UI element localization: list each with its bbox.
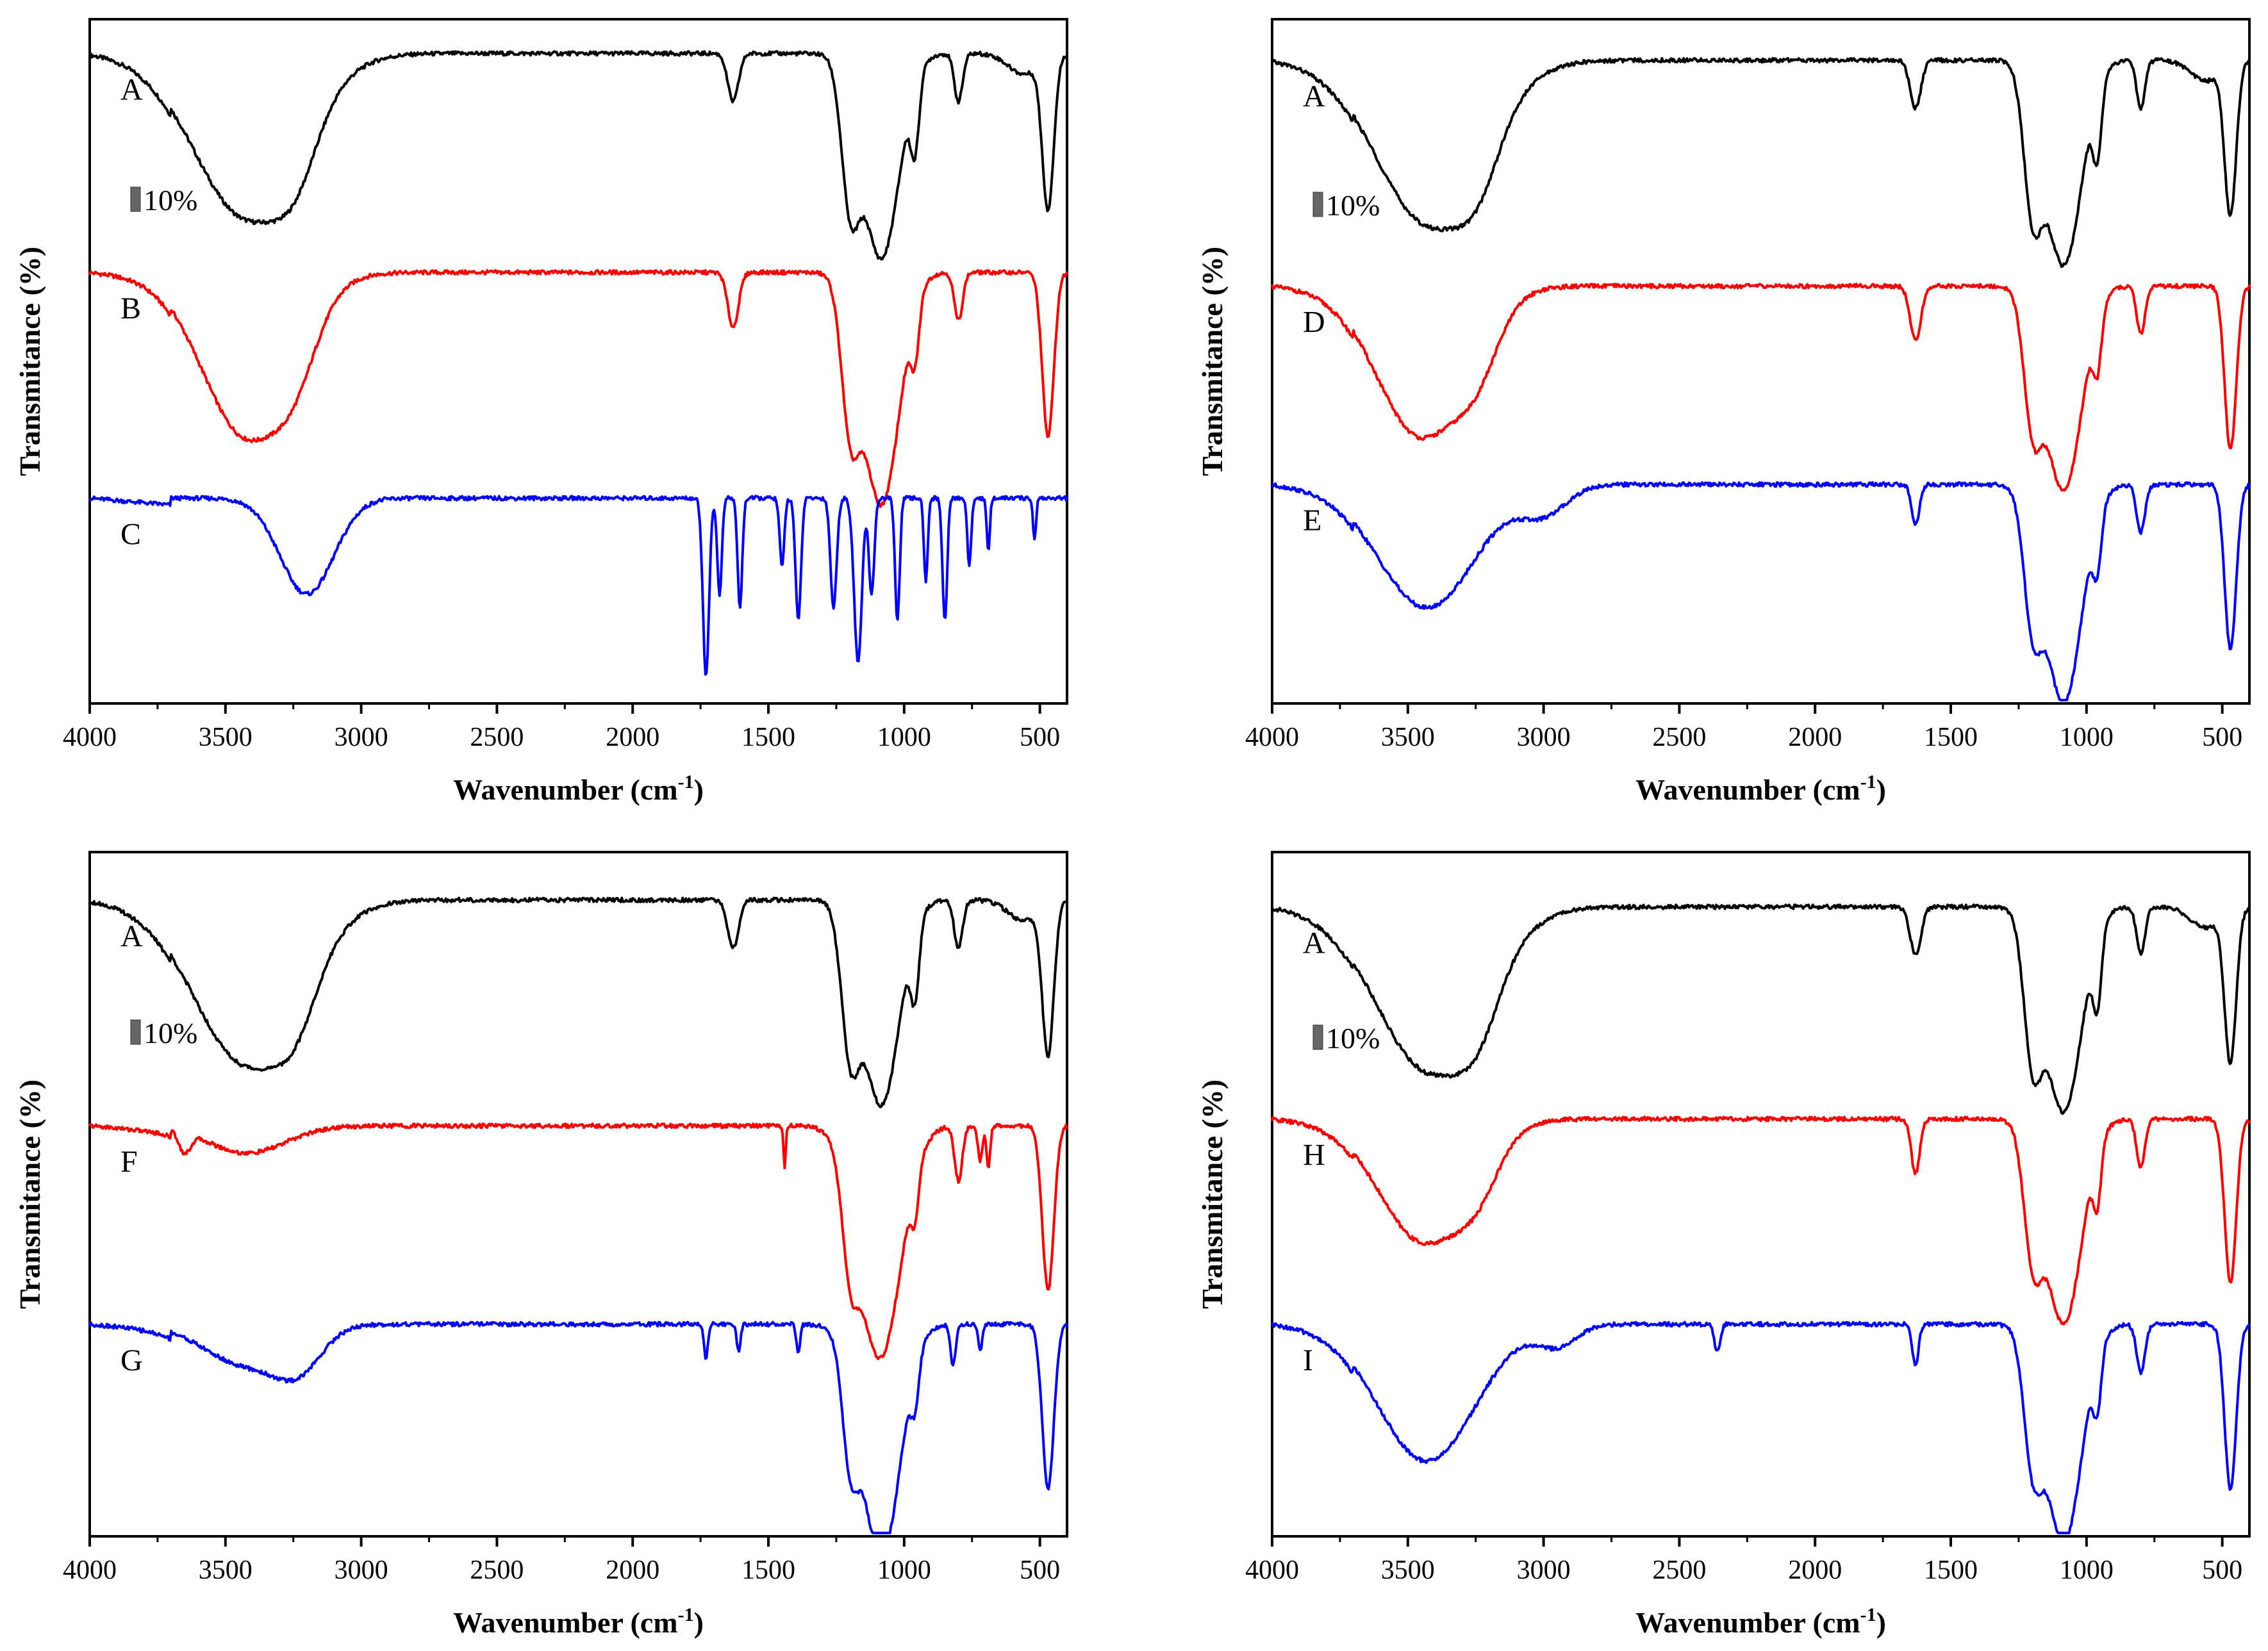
x-tick-label: 4000: [1245, 723, 1299, 752]
curve-label-H: H: [1303, 1138, 1325, 1172]
x-tick-label: 3500: [1381, 1556, 1435, 1585]
scale-bar: [130, 186, 141, 212]
scale-bar-label: 10%: [144, 1017, 197, 1049]
x-tick-label: 1500: [741, 1556, 795, 1585]
x-axis-title-end: ): [1876, 1606, 1886, 1639]
plot-frame: [88, 18, 1068, 705]
x-tick-label: 500: [1020, 723, 1060, 752]
curve-label-F: F: [120, 1145, 138, 1179]
x-tick-label: 2000: [1788, 723, 1842, 752]
y-axis-title: Transmitance (%): [1196, 1080, 1229, 1309]
curve-label-E: E: [1303, 504, 1321, 538]
curve-label-C: C: [120, 518, 141, 552]
curve-label-D: D: [1303, 306, 1325, 340]
x-tick-label: 500: [1020, 1556, 1060, 1585]
x-axis-title: Wavenumber (cm-1): [1635, 1604, 1886, 1639]
curve-label-I: I: [1303, 1343, 1313, 1377]
series-line-I: [1271, 1320, 2251, 1534]
x-tick-label: 1500: [741, 723, 795, 752]
x-axis-title-sup: -1: [1860, 1604, 1876, 1625]
x-tick-label: 3000: [335, 1556, 388, 1585]
x-tick-label: 3500: [199, 723, 252, 752]
series-line-A: [1271, 56, 2251, 268]
x-axis-title-end: ): [1876, 773, 1886, 806]
x-axis-title-sup: -1: [1860, 771, 1876, 793]
x-axis-title: Wavenumber (cm-1): [453, 1604, 704, 1639]
x-axis-title-main: Wavenumber (cm: [453, 773, 678, 806]
y-axis-title: Transmitance (%): [1196, 247, 1229, 476]
x-tick-label: 2000: [606, 723, 659, 752]
plot-frame: [88, 851, 1068, 1538]
scale-bar: [1312, 192, 1323, 217]
x-axis-title-end: ): [694, 773, 704, 806]
scale-bar: [130, 1019, 141, 1045]
x-tick-label: 4000: [1245, 1556, 1299, 1585]
x-tick-label: 2000: [1788, 1556, 1842, 1585]
series-line-H: [1271, 1115, 2251, 1326]
series-line-D: [1271, 283, 2251, 492]
x-axis-title-main: Wavenumber (cm: [1635, 773, 1860, 806]
series-line-F: [88, 1122, 1068, 1360]
x-tick-label: 1500: [1924, 723, 1978, 752]
scale-bar-label: 10%: [144, 184, 197, 217]
series-line-G: [88, 1320, 1068, 1534]
x-tick-label: 1000: [877, 723, 931, 752]
plot-frame: [1271, 18, 2251, 705]
x-tick-label: 2500: [1652, 1556, 1706, 1585]
x-tick-label: 500: [2202, 1556, 2242, 1585]
x-tick-label: 3500: [199, 1556, 252, 1585]
y-axis-title: Transmitance (%): [13, 1080, 46, 1309]
series-line-A: [88, 896, 1068, 1108]
curve-label-A: A: [120, 72, 143, 106]
x-tick-label: 2500: [1652, 723, 1706, 752]
scale-bar-label: 10%: [1326, 189, 1380, 222]
x-tick-label: 2000: [606, 1556, 659, 1585]
x-tick-label: 3000: [1517, 1556, 1571, 1585]
x-tick-label: 1500: [1924, 1556, 1978, 1585]
series-line-A: [88, 50, 1068, 261]
x-axis-title: Wavenumber (cm-1): [1635, 771, 1886, 806]
x-tick-label: 4000: [63, 1556, 117, 1585]
x-tick-label: 2500: [470, 723, 524, 752]
x-axis-title-main: Wavenumber (cm: [1635, 1606, 1860, 1639]
x-tick-label: 3000: [335, 723, 388, 752]
series-line-B: [88, 269, 1068, 508]
series-line-C: [88, 495, 1068, 676]
x-axis-title-end: ): [694, 1606, 704, 1639]
plot-frame: [1271, 851, 2251, 1538]
panel-bottom-right: 4000 3500 3000 2500 2000 1500 1000 500 Wavenumbe…: [1196, 851, 2251, 1639]
x-tick-label: 4000: [63, 723, 117, 752]
panel-bottom-left: 4000 3500 3000 2500 2000 1500 1000 500 Wavenumbe…: [13, 851, 1068, 1639]
x-tick-label: 3000: [1517, 723, 1571, 752]
x-axis-title-main: Wavenumber (cm: [453, 1606, 678, 1639]
series-line-A: [1271, 903, 2251, 1115]
x-axis-title-sup: -1: [678, 1604, 694, 1625]
x-tick-label: 3500: [1381, 723, 1435, 752]
scale-bar-label: 10%: [1326, 1022, 1380, 1055]
curve-label-B: B: [120, 292, 141, 325]
curve-label-A: A: [120, 919, 143, 953]
curve-label-G: G: [120, 1343, 143, 1377]
y-axis-title: Transmitance (%): [13, 247, 46, 476]
x-tick-label: 2500: [470, 1556, 524, 1585]
scale-bar: [1312, 1024, 1323, 1050]
x-tick-label: 1000: [2060, 723, 2114, 752]
x-tick-label: 1000: [2060, 1556, 2114, 1585]
panel-top-left: 4000 3500 3000 2500 2000 1500 1000 500 Wavenumbe…: [13, 18, 1068, 806]
x-axis-title-sup: -1: [678, 771, 694, 793]
curve-label-A: A: [1303, 79, 1325, 113]
panel-top-right: 4000 3500 3000 2500 2000 1500 1000 500 Wavenumbe…: [1196, 18, 2251, 806]
x-tick-label: 500: [2202, 723, 2242, 752]
series-line-E: [1271, 481, 2251, 702]
curve-label-A: A: [1303, 926, 1325, 960]
x-axis-title: Wavenumber (cm-1): [453, 771, 704, 806]
x-tick-label: 1000: [877, 1556, 931, 1585]
